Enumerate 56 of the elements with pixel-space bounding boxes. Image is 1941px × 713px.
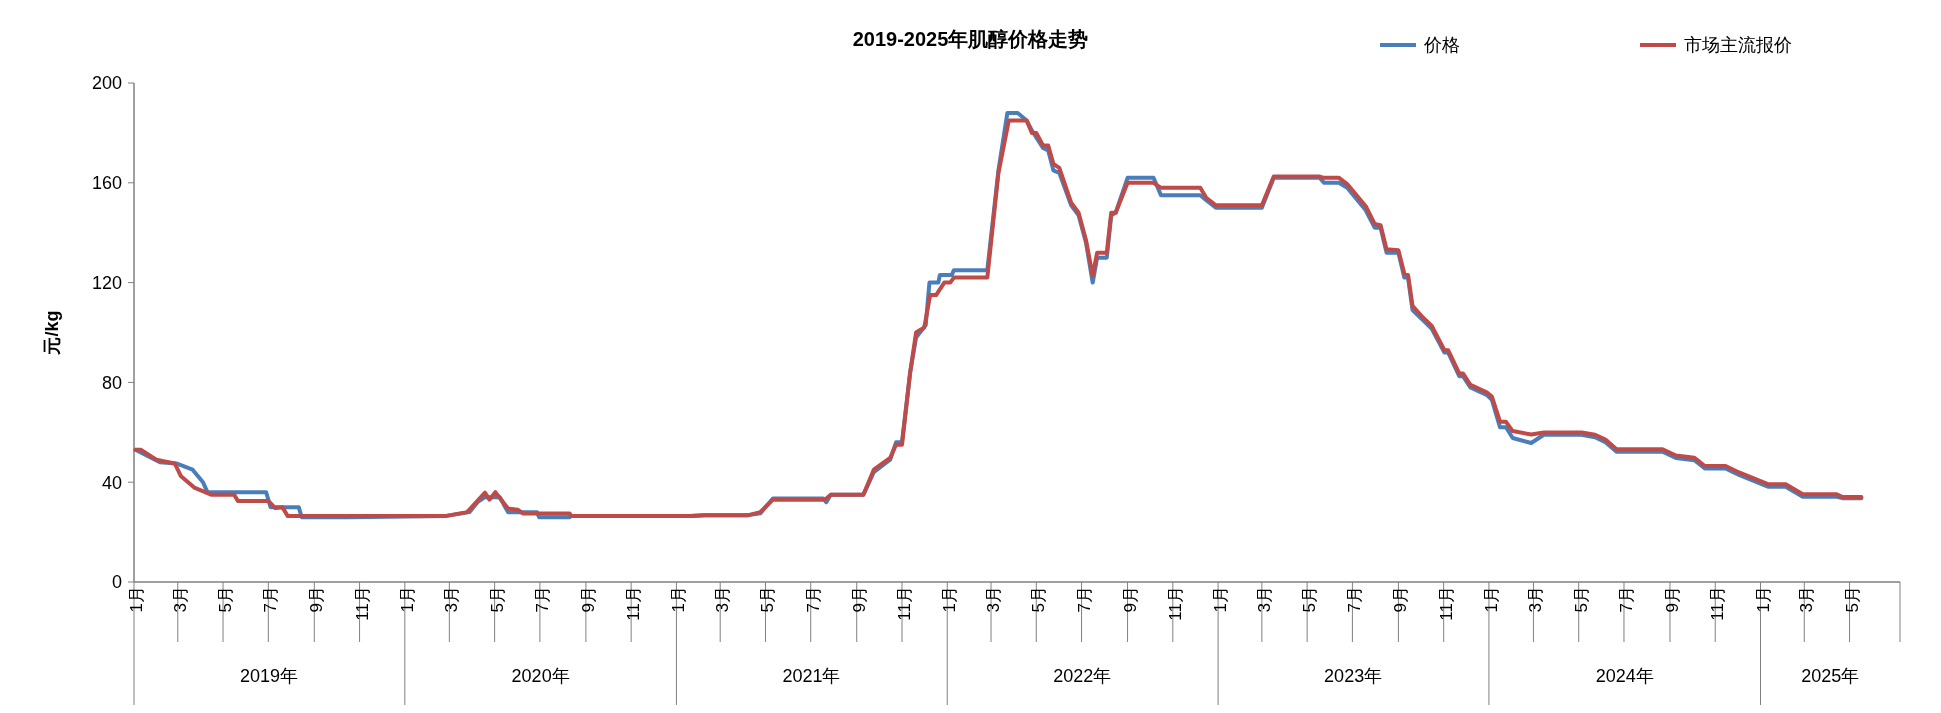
x-tick-label: 9月 <box>1662 586 1682 613</box>
x-tick-label: 1月 <box>1211 586 1231 613</box>
x-tick-label: 5月 <box>1300 586 1320 613</box>
y-axis-title: 元/kg <box>42 310 62 356</box>
x-tick-label: 3月 <box>984 586 1004 613</box>
x-tick-label: 5月 <box>758 586 778 613</box>
x2-tick-label: 2019年 <box>240 666 299 686</box>
x-tick-label: 11月 <box>1165 586 1185 621</box>
y-tick-label: 0 <box>111 572 122 593</box>
x-tick-label: 1月 <box>1753 586 1773 613</box>
x-tick-label: 9月 <box>578 586 598 613</box>
y-tick-label: 40 <box>101 472 122 493</box>
x-tick-label: 9月 <box>1391 586 1411 613</box>
x-tick-label: 7月 <box>532 586 552 613</box>
x-tick-label: 3月 <box>442 586 462 613</box>
x-tick-label: 9月 <box>849 586 869 613</box>
x-tick-label: 7月 <box>1616 586 1636 613</box>
x2-tick-label: 2020年 <box>511 666 570 686</box>
x-tick-label: 3月 <box>170 586 190 613</box>
x-tick-label: 5月 <box>216 586 236 613</box>
x-tick-label: 1月 <box>940 586 960 613</box>
x-tick-label: 3月 <box>1797 586 1817 613</box>
x-tick-label: 3月 <box>1254 586 1274 613</box>
x-tick-label: 5月 <box>1842 586 1862 613</box>
x-tick-label: 9月 <box>307 586 327 613</box>
x-tick-label: 11月 <box>1708 586 1728 621</box>
chart-title: 2019-2025年肌醇价格走势 <box>852 28 1089 50</box>
x-tick-label: 9月 <box>1120 586 1140 613</box>
x-tick-label: 1月 <box>127 586 146 613</box>
y-tick-label: 120 <box>91 272 122 293</box>
x-tick-label: 11月 <box>352 586 372 621</box>
y-tick-label: 160 <box>91 173 122 194</box>
x-tick-label: 5月 <box>487 586 507 613</box>
x-tick-label: 11月 <box>624 586 644 621</box>
x2-tick-label: 2024年 <box>1595 666 1654 686</box>
legend-label: 价格 <box>1423 35 1460 56</box>
x-tick-label: 1月 <box>1481 586 1501 613</box>
legend-label: 市场主流报价 <box>1684 35 1792 56</box>
x-tick-label: 7月 <box>803 586 823 613</box>
x-tick-label: 3月 <box>713 586 733 613</box>
y-tick-label: 200 <box>91 73 122 94</box>
x-tick-label: 7月 <box>261 586 281 613</box>
x-tick-label: 1月 <box>397 586 417 613</box>
x2-tick-label: 2022年 <box>1053 666 1112 686</box>
x2-tick-label: 2021年 <box>782 666 841 686</box>
x-tick-label: 5月 <box>1571 586 1591 613</box>
x-tick-label: 11月 <box>894 586 914 621</box>
x-tick-label: 7月 <box>1345 586 1365 613</box>
x2-tick-label: 2023年 <box>1324 666 1383 686</box>
x2-tick-label: 2025年 <box>1801 666 1860 686</box>
y-tick-label: 80 <box>101 372 122 393</box>
x-tick-label: 7月 <box>1074 586 1094 613</box>
x-tick-label: 3月 <box>1526 586 1546 613</box>
x-tick-label: 11月 <box>1436 586 1456 621</box>
x-tick-label: 1月 <box>669 586 689 613</box>
x-tick-label: 5月 <box>1029 586 1049 613</box>
